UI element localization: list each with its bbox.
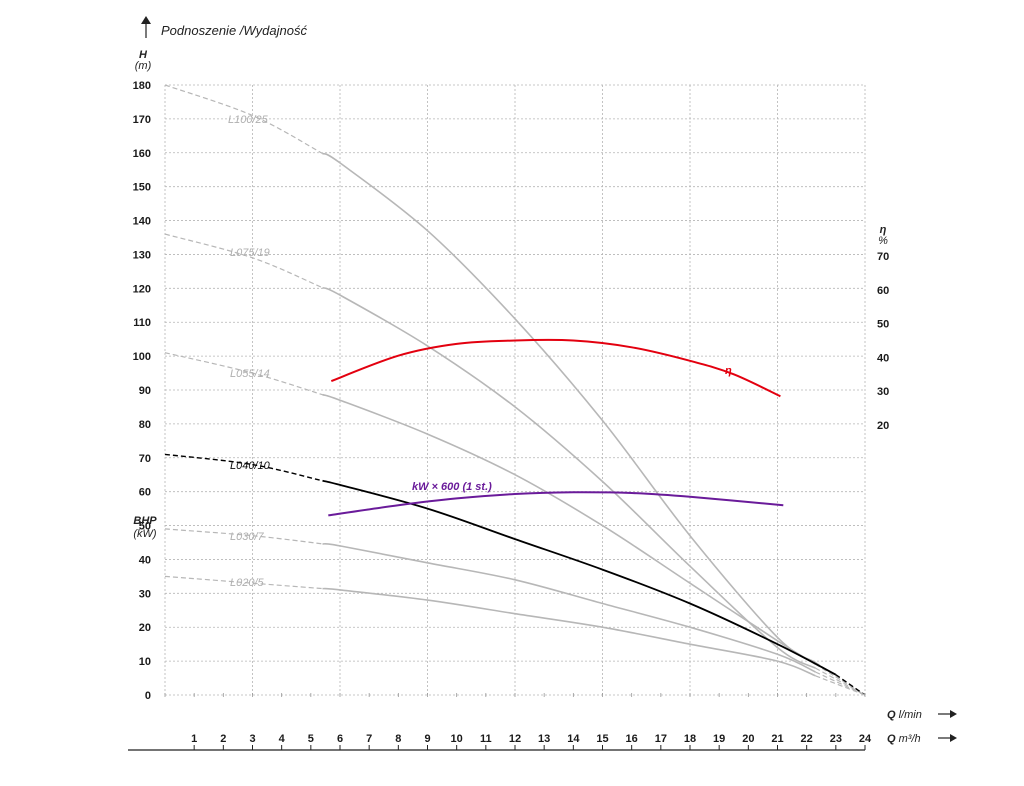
labels: L100/25 L075/19 L055/14 L040/10 L030/7 L020/5… bbox=[133, 16, 957, 745]
eta-axis-unit: % bbox=[878, 235, 888, 247]
right-arrow-head-icon bbox=[950, 710, 957, 718]
x-tick-label: 6 bbox=[337, 733, 343, 745]
eta-tick-label: 50 bbox=[877, 319, 889, 331]
curve-label: L100/25 bbox=[228, 114, 269, 126]
pump-curve-l020-5 bbox=[322, 587, 816, 677]
y-tick-label: 150 bbox=[133, 182, 151, 194]
y-tick-label: 110 bbox=[133, 317, 151, 329]
y-tick-label: 10 bbox=[139, 656, 151, 668]
x-tick-label: 12 bbox=[509, 733, 521, 745]
right-arrow-head-icon bbox=[950, 734, 957, 742]
axes: 0102030405060708090100110120130140150160… bbox=[128, 80, 889, 751]
y-tick-label: 90 bbox=[139, 385, 151, 397]
x-tick-label: 15 bbox=[596, 733, 608, 745]
pump-curve-l030-7-dashed bbox=[164, 528, 323, 545]
x-tick-label: 3 bbox=[249, 733, 255, 745]
bhp-axis-unit: (kW) bbox=[133, 528, 157, 540]
x-tick-label: 11 bbox=[480, 733, 492, 745]
pump-curve-l100-25 bbox=[322, 152, 816, 664]
x-tick-label: 20 bbox=[742, 733, 754, 745]
grid bbox=[164, 84, 866, 696]
y-tick-label: 30 bbox=[139, 588, 151, 600]
x-tick-label: 21 bbox=[771, 733, 783, 745]
y-tick-label: 160 bbox=[133, 148, 151, 160]
pump-curve-l055-14 bbox=[322, 393, 816, 665]
efficiency-label: η bbox=[725, 365, 732, 377]
y-axis-unit: (m) bbox=[135, 60, 152, 72]
curve-label: L020/5 bbox=[230, 577, 265, 589]
eta-tick-label: 60 bbox=[877, 285, 889, 297]
pump-curve-l075-19 bbox=[322, 286, 816, 669]
x-tick-label: 14 bbox=[567, 733, 580, 745]
curve-label: L075/19 bbox=[230, 247, 270, 259]
x-tick-label: 7 bbox=[366, 733, 372, 745]
power-label: kW × 600 (1 st.) bbox=[412, 481, 492, 493]
curves bbox=[164, 84, 866, 696]
y-tick-label: 100 bbox=[133, 351, 151, 363]
y-tick-label: 140 bbox=[133, 216, 151, 228]
efficiency-curve bbox=[330, 338, 781, 398]
x-tick-label: 22 bbox=[801, 733, 813, 745]
y-tick-label: 70 bbox=[139, 453, 151, 465]
eta-tick-label: 30 bbox=[877, 386, 889, 398]
y-tick-label: 120 bbox=[133, 283, 151, 295]
bhp-axis-label: BHP bbox=[133, 515, 157, 527]
y-tick-label: 50 bbox=[139, 521, 151, 533]
y-tick-label: 40 bbox=[139, 554, 151, 566]
x-tick-label: 8 bbox=[395, 733, 401, 745]
y-tick-label: 0 bbox=[145, 690, 151, 702]
pump-curve-l020-5-tail bbox=[815, 675, 866, 696]
pump-curve-l075-19-dashed bbox=[164, 233, 323, 289]
y-tick-label: 170 bbox=[133, 114, 151, 126]
pump-curve-l055-14-dashed bbox=[164, 352, 323, 396]
curve-label: L030/7 bbox=[230, 531, 265, 543]
x-tick-label: 10 bbox=[451, 733, 463, 745]
x-tick-label: 19 bbox=[713, 733, 725, 745]
y-tick-label: 20 bbox=[139, 622, 151, 634]
pump-curve-l020-5-dashed bbox=[164, 575, 323, 590]
eta-tick-label: 40 bbox=[877, 352, 889, 364]
eta-axis-label: η bbox=[880, 224, 887, 236]
x-tick-label: 4 bbox=[279, 733, 286, 745]
y-tick-label: 80 bbox=[139, 419, 151, 431]
chart-title: Podnoszenie /Wydajność bbox=[161, 23, 307, 38]
x-tick-label: 5 bbox=[308, 733, 314, 745]
x-tick-label: 18 bbox=[684, 733, 696, 745]
x-tick-label: 9 bbox=[424, 733, 430, 745]
y-tick-label: 180 bbox=[133, 80, 151, 92]
eta-tick-label: 20 bbox=[877, 420, 889, 432]
x-tick-label: 2 bbox=[220, 733, 226, 745]
pump-curve-l040-10-dashed bbox=[164, 453, 323, 482]
x-tick-label: 23 bbox=[830, 733, 842, 745]
x-secondary-label: Q m³/h bbox=[887, 733, 921, 745]
y-tick-label: 130 bbox=[133, 249, 151, 261]
x-tick-label: 17 bbox=[655, 733, 667, 745]
eta-tick-label: 70 bbox=[877, 251, 889, 263]
x-tick-label: 16 bbox=[626, 733, 638, 745]
x-tick-label: 1 bbox=[191, 733, 197, 745]
curve-label: L055/14 bbox=[230, 368, 270, 380]
up-arrow-head-icon bbox=[141, 16, 151, 24]
pump-curve-l040-10 bbox=[322, 479, 837, 676]
curve-label: L040/10 bbox=[230, 460, 271, 472]
pump-curve-l075-19-tail bbox=[815, 667, 866, 696]
y-tick-label: 60 bbox=[139, 487, 151, 499]
y-axis-label: H bbox=[139, 49, 148, 61]
x-tick-label: 24 bbox=[859, 733, 872, 745]
x-primary-label: Q l/min bbox=[887, 709, 922, 721]
pump-curve-l030-7 bbox=[322, 543, 816, 673]
power-curve bbox=[328, 491, 784, 517]
pump-curve-l100-25-dashed bbox=[164, 84, 323, 155]
x-tick-label: 13 bbox=[538, 733, 550, 745]
